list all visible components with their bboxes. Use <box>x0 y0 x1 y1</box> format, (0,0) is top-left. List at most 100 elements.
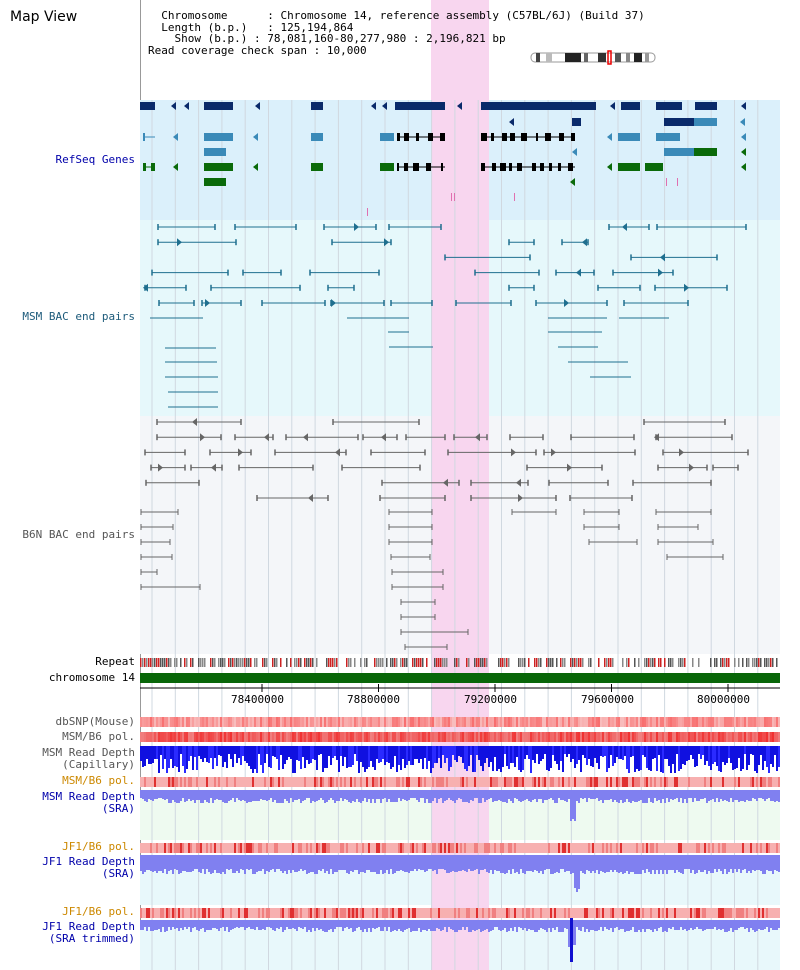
msm-sra-depth-bar <box>504 790 506 802</box>
jf1-trim-depth-bar <box>750 920 752 928</box>
dbsnp-heat-cell <box>144 717 146 727</box>
jf1-sra-depth-bar <box>494 855 496 870</box>
jf1-b6-pol-heat-cell <box>166 843 168 853</box>
jf1-b6-pol-2-heat-cell <box>188 908 190 918</box>
repeat-element <box>350 658 352 667</box>
jf1-b6-pol-heat-cell <box>404 843 406 853</box>
repeat-element <box>144 658 146 667</box>
msm-sra-depth-bar <box>246 790 248 803</box>
jf1-b6-pol-heat-cell <box>144 843 146 853</box>
msm-capillary-depth-bar <box>758 746 760 765</box>
msm-sra-depth-bar <box>520 790 522 802</box>
repeat-element <box>658 658 660 667</box>
jf1-sra-depth-bar <box>398 855 400 871</box>
msm-b6-pol-2-heat-cell <box>176 777 178 787</box>
msm-capillary-depth-bar <box>486 746 488 758</box>
msm-b6-pol-2-heat-cell <box>654 777 656 787</box>
jf1-trim-depth-bar <box>272 920 274 930</box>
jf1-sra-depth-bar <box>150 855 152 871</box>
jf1-sra-depth-bar <box>694 855 696 874</box>
msm-capillary-depth-bar <box>550 746 552 768</box>
repeat-element <box>238 658 240 667</box>
msm-b6-pol-2-heat-cell <box>212 777 214 787</box>
jf1-b6-pol-2-heat-cell <box>624 908 626 918</box>
msm-sra-depth-bar <box>582 790 584 799</box>
jf1-sra-depth-bar <box>290 855 292 873</box>
jf1-b6-pol-2-heat-cell <box>480 908 482 918</box>
jf1-sra-depth-bar <box>744 855 746 869</box>
jf1-trim-depth-bar <box>500 920 502 931</box>
jf1-b6-pol-heat-cell <box>150 843 152 853</box>
jf1-b6-pol-2-heat-cell <box>644 908 646 918</box>
msm-capillary-depth-bar <box>214 746 216 758</box>
dbsnp-heat-cell <box>268 717 270 727</box>
repeat-element <box>160 658 162 667</box>
msm-b6-pol-2-heat-cell <box>620 777 622 787</box>
dbsnp-heat-cell <box>168 717 170 727</box>
dbsnp-heat-cell <box>444 717 446 727</box>
msm-bac-end-arrow <box>660 253 665 262</box>
jf1-b6-pol-heat-cell <box>158 843 160 853</box>
msm-capillary-depth-bar <box>332 746 334 758</box>
msm-capillary-depth-bar <box>526 746 528 755</box>
jf1-trim-depth-bar <box>206 920 208 930</box>
jf1-b6-pol-heat-cell <box>192 843 194 853</box>
msm-sra-depth-bar <box>670 790 672 799</box>
jf1-b6-pol-2-heat-cell <box>554 908 556 918</box>
msm-sra-depth-bar <box>502 790 504 802</box>
jf1-b6-pol-heat-cell <box>284 843 286 853</box>
jf1-sra-depth-bar <box>566 855 568 871</box>
msm-capillary-depth-bar <box>676 746 678 754</box>
jf1-trim-depth-bar <box>722 920 724 929</box>
repeat-element <box>456 658 458 667</box>
repeat-element <box>646 658 648 667</box>
jf1-sra-depth-bar <box>610 855 612 870</box>
msm-capillary-depth-bar <box>362 746 364 767</box>
track-label-jf1-read-depth-sra-1: JF1 Read Depth <box>42 855 135 868</box>
repeat-element <box>232 658 234 667</box>
msm-capillary-depth-bar <box>210 746 212 758</box>
repeat-element <box>312 658 314 667</box>
dbsnp-heat-cell <box>372 717 374 727</box>
jf1-sra-depth-bar <box>206 855 208 869</box>
repeat-element <box>722 658 724 667</box>
repeat-element <box>214 658 216 667</box>
jf1-sra-depth-bar <box>362 855 364 872</box>
jf1-b6-pol-2-heat-cell <box>572 908 574 918</box>
msm-capillary-depth-bar <box>480 746 482 766</box>
jf1-sra-depth-bar <box>440 855 442 869</box>
repeat-element <box>582 658 584 667</box>
msm-sra-depth-bar <box>728 790 730 802</box>
dbsnp-heat-cell <box>170 717 172 727</box>
msm-sra-depth-bar <box>372 790 374 799</box>
jf1-trim-depth-bar <box>732 920 734 932</box>
msm-sra-depth-bar <box>366 790 368 802</box>
jf1-b6-pol-2-heat-cell <box>646 908 648 918</box>
jf1-b6-pol-2-heat-cell <box>208 908 210 918</box>
jf1-b6-pol-heat-cell <box>768 843 770 853</box>
jf1-b6-pol-2-heat-cell <box>504 908 506 918</box>
dbsnp-heat-cell <box>726 717 728 727</box>
repeat-element <box>776 658 778 667</box>
repeat-element <box>520 658 522 667</box>
msm-capillary-depth-bar <box>448 746 450 771</box>
msm-b6-pol-2-heat-cell <box>660 777 662 787</box>
jf1-trim-depth-bar <box>404 920 406 930</box>
jf1-b6-pol-heat-cell <box>556 843 558 853</box>
dbsnp-heat-cell <box>164 717 166 727</box>
jf1-b6-pol-2-heat-cell <box>418 908 420 918</box>
b6n-bac-end-arrow <box>518 494 523 502</box>
msm-b6-pol-heat-cell <box>204 732 206 742</box>
jf1-sra-depth-bar <box>450 855 452 872</box>
msm-b6-pol-2-heat-cell <box>726 777 728 787</box>
jf1-trim-depth-bar <box>310 920 312 932</box>
refseq-gene-exon <box>481 163 485 171</box>
dbsnp-heat-cell <box>192 717 194 727</box>
msm-b6-pol-heat-cell <box>558 732 560 742</box>
jf1-sra-depth-bar <box>516 855 518 872</box>
msm-b6-pol-2-heat-cell <box>282 777 284 787</box>
dbsnp-heat-cell <box>688 717 690 727</box>
dbsnp-heat-cell <box>292 717 294 727</box>
msm-b6-pol-heat-cell <box>496 732 498 742</box>
jf1-b6-pol-heat-cell <box>326 843 328 853</box>
